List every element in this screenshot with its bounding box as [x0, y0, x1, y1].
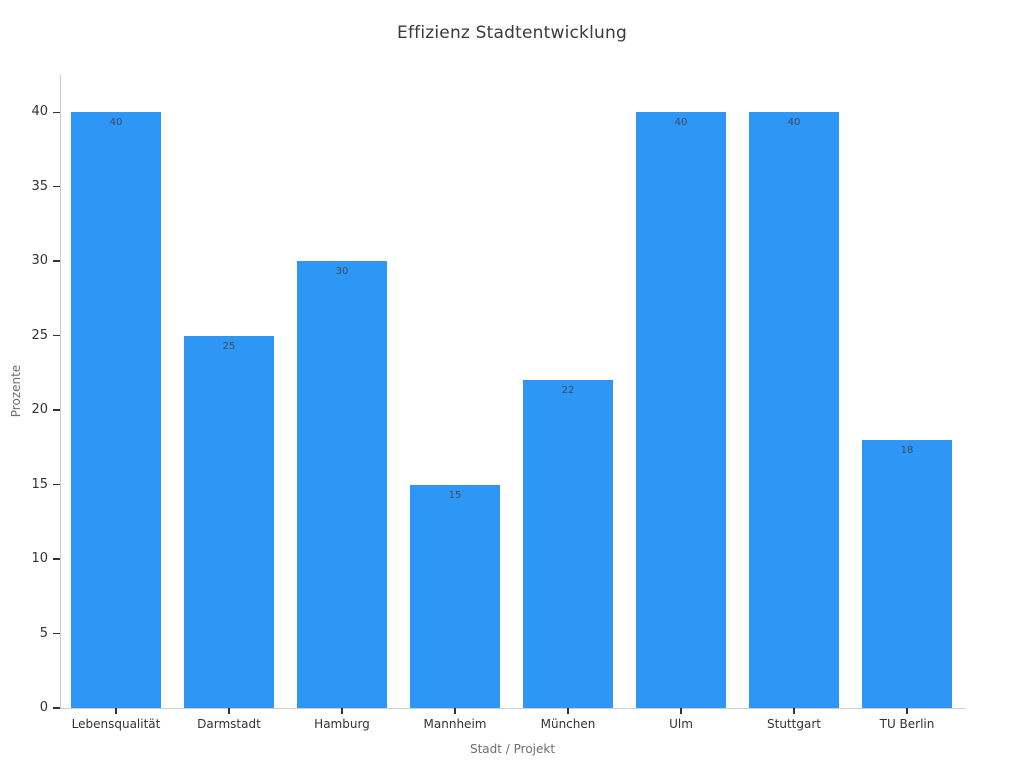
y-tick-mark [53, 558, 60, 560]
bar: 15 [410, 484, 500, 708]
y-axis-title: Prozente [9, 364, 23, 418]
bar: 40 [749, 112, 839, 708]
bar-value-label: 25 [222, 340, 236, 352]
x-tick-mark [680, 708, 682, 714]
y-tick-label: 15 [31, 476, 48, 492]
bar-value-label: 22 [561, 385, 575, 397]
y-tick-label: 20 [31, 402, 48, 418]
x-tick-mark [341, 708, 343, 714]
y-tick-label: 10 [31, 551, 48, 567]
y-tick-mark [53, 707, 60, 709]
x-tick-mark [228, 708, 230, 714]
x-tick-label: Hamburg [314, 717, 370, 731]
bar-value-label: 30 [335, 266, 349, 278]
x-tick-label: Stuttgart [767, 717, 821, 731]
y-tick-label: 25 [31, 327, 48, 343]
y-tick-mark [53, 409, 60, 411]
x-tick-label: München [540, 717, 596, 731]
bar: 40 [71, 112, 161, 708]
y-tick-mark [53, 632, 60, 635]
x-tick-mark [454, 708, 456, 714]
bar: 40 [636, 112, 726, 708]
x-tick-label: Ulm [669, 717, 693, 731]
chart-title: Effizienz Stadtentwicklung [397, 23, 627, 43]
y-tick-mark [53, 483, 60, 486]
y-axis-spine [60, 75, 61, 708]
x-tick-label: Mannheim [423, 717, 487, 731]
y-tick-label: 30 [31, 253, 48, 269]
bar-value-label: 15 [448, 489, 462, 501]
bar: 30 [297, 261, 387, 708]
x-tick-mark [115, 708, 117, 714]
bar-value-label: 40 [787, 117, 801, 129]
x-tick-mark [793, 708, 795, 714]
y-tick-label: 5 [39, 625, 48, 641]
x-tick-label: Darmstadt [197, 717, 261, 731]
y-tick-label: 40 [31, 104, 48, 120]
bar: 22 [523, 380, 613, 708]
bar-value-label: 18 [900, 444, 914, 456]
bar: 18 [862, 439, 952, 708]
x-tick-label: TU Berlin [879, 717, 935, 731]
plot-area: 0 5 10 15 20 25 30 35 40 40 Lebensqualität 25 Darmst… [31, 75, 965, 731]
y-tick-mark [53, 334, 60, 337]
bar: 25 [184, 335, 274, 708]
bar-value-label: 40 [674, 117, 688, 129]
y-tick-mark [53, 111, 60, 113]
x-tick-mark [567, 708, 569, 714]
x-axis-title: Stadt / Projekt [469, 742, 556, 756]
y-tick-label: 0 [39, 700, 48, 715]
x-tick-label: Lebensqualität [71, 717, 161, 731]
x-axis-spine [60, 708, 965, 709]
y-tick-mark [53, 185, 60, 188]
y-tick-mark [53, 260, 60, 262]
y-tick-label: 35 [31, 178, 48, 194]
bar-value-label: 40 [109, 117, 123, 129]
x-tick-mark [906, 708, 908, 714]
